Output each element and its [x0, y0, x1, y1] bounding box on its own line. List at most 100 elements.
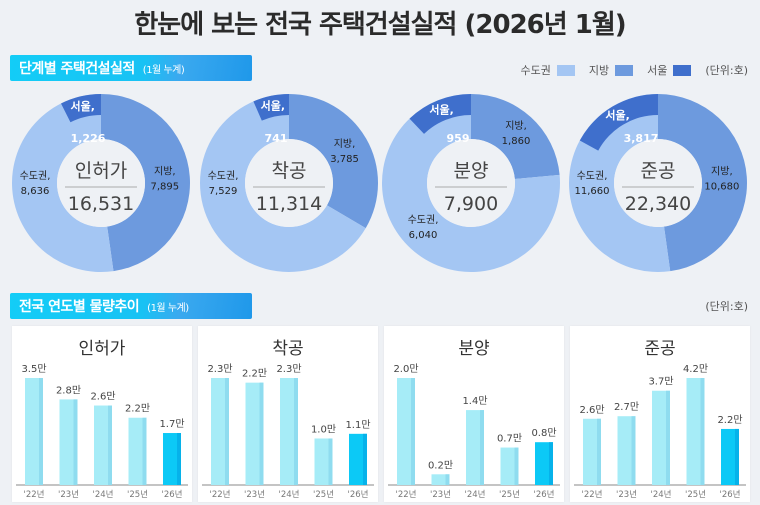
bar-shade	[549, 442, 553, 485]
donut-slice-local	[289, 94, 378, 229]
donut-legend: 수도권 지방 서울 (단위:호)	[520, 62, 748, 78]
donut-value-capital: 7,529	[209, 186, 238, 197]
bar-value-label: 2.6만	[579, 404, 604, 416]
donut-label-seoul: 서울,	[71, 99, 95, 113]
donut-hole	[427, 139, 515, 227]
bar-value-label: 0.2만	[428, 459, 453, 471]
bar-shade	[294, 378, 298, 485]
bar-shade	[631, 416, 636, 485]
donut-hole	[57, 139, 145, 227]
donut-title: 분양	[454, 160, 489, 182]
bar-panel-start: 착공 2.3만 '22년 2.2만 '23년 2.3만 '24년 1.0만 '25년 1.1만 '2…	[198, 326, 378, 502]
bar-panel-complete: 준공 2.6만 '22년 2.7만 '23년 3.7만 '24년 4.2만 '25년 2.2만 '2…	[570, 326, 750, 502]
x-tick-label: '26년	[720, 489, 741, 500]
bar-value-label: 2.3만	[276, 363, 301, 375]
bar-value-label: 1.1만	[345, 419, 370, 431]
donut-slice-seoul	[409, 94, 471, 134]
donut-slice-seoul	[61, 94, 101, 123]
section-subtitle: (1월 누계)	[147, 302, 189, 314]
bar	[686, 378, 705, 485]
donut-value-capital: 8,636	[21, 186, 50, 197]
x-tick-label: '22년	[210, 489, 231, 500]
bar-shade	[142, 417, 147, 485]
x-tick-label: '25년	[685, 489, 706, 500]
donut-slice-capital	[200, 94, 366, 272]
bar	[25, 378, 43, 485]
donut-slice-capital	[382, 94, 560, 272]
bar-shade	[666, 390, 670, 485]
donut-total: 11,314	[256, 193, 322, 215]
x-tick-label: '25년	[127, 489, 148, 500]
legend-label-seoul: 서울	[647, 64, 668, 77]
bar-shade	[480, 410, 484, 485]
x-tick-label: '22년	[396, 489, 417, 500]
bar-shade	[108, 405, 112, 485]
bar-shade	[177, 433, 181, 485]
bar-value-label: 2.2만	[717, 414, 742, 426]
bar-shade	[259, 382, 264, 485]
donut-value-seoul: 741	[265, 132, 288, 145]
donut-total: 22,340	[625, 193, 691, 215]
bar-value-label: 1.4만	[462, 395, 487, 407]
bar-shade	[225, 378, 229, 485]
bar-value-label: 2.8만	[56, 384, 81, 396]
bar-chart-title: 인허가	[79, 339, 126, 359]
bar-value-label: 0.8만	[531, 427, 556, 439]
x-tick-label: '23년	[430, 489, 451, 500]
bar-value-label: 2.3만	[207, 363, 232, 375]
bar-value-label: 3.7만	[648, 376, 673, 388]
donut-label-local: 지방,	[334, 138, 356, 150]
bar	[583, 418, 601, 485]
bar	[397, 378, 415, 485]
bar-chart-title: 준공	[644, 339, 675, 359]
donut-chart: 착공 11,314 지방, 3,785 수도권, 7,529 서울, 741	[200, 94, 378, 272]
bar-chart-title: 분양	[458, 339, 489, 359]
bar-shade	[735, 428, 739, 485]
bar-shade	[328, 438, 333, 485]
bar-shade	[700, 378, 705, 485]
donut-value-seoul: 3,817	[624, 132, 659, 145]
bar	[466, 410, 484, 485]
donut-label-capital: 수도권,	[577, 170, 608, 182]
donut-slice-local	[471, 94, 560, 179]
x-tick-label: '23년	[244, 489, 265, 500]
donut-label-local: 지방,	[154, 165, 176, 177]
bar-value-label: 1.0만	[311, 423, 336, 435]
unit-label: (단위:호)	[705, 300, 748, 313]
bar	[431, 474, 450, 485]
donut-label-capital: 수도권,	[20, 170, 51, 182]
x-tick-label: '23년	[58, 489, 79, 500]
x-tick-label: '24년	[279, 489, 300, 500]
section-subtitle: (1월 누계)	[142, 64, 185, 76]
donut-value-local: 3,785	[330, 154, 359, 165]
legend-swatch-local	[615, 64, 634, 76]
legend-swatch-capital	[556, 64, 575, 76]
bar	[280, 378, 298, 485]
donut-label-capital: 수도권,	[208, 170, 239, 182]
bar-shade	[411, 378, 415, 485]
bar-shade	[597, 418, 601, 485]
bar	[617, 416, 636, 485]
bar-shade	[73, 399, 78, 485]
bar-value-label: 2.6만	[90, 391, 115, 403]
x-tick-label: '26년	[348, 489, 369, 500]
x-tick-label: '24년	[651, 489, 672, 500]
donut-label-local: 지방,	[711, 166, 733, 178]
donut-chart: 준공 22,340 지방, 10,680 수도권, 11,660 서울, 3,817	[568, 94, 747, 272]
donut-slice-seoul	[579, 94, 658, 151]
donut-chart: 인허가 16,531 지방, 7,895 수도권, 8,636 서울, 1,226	[12, 94, 191, 272]
bar	[211, 378, 229, 485]
bar-value-label: 2.2만	[125, 403, 150, 415]
section-header-yearly: 전국 연도별 물량추이 (1월 누계)	[10, 293, 252, 319]
bar-shade	[445, 474, 450, 485]
bar-shade	[39, 378, 43, 485]
donut-label-capital: 수도권,	[408, 214, 439, 226]
bar-chart-title: 착공	[272, 339, 303, 359]
bar	[721, 428, 739, 485]
bar-value-label: 0.7만	[497, 433, 522, 445]
x-tick-label: '24년	[93, 489, 114, 500]
donut-value-local: 7,895	[151, 181, 180, 192]
donut-value-capital: 6,040	[409, 230, 438, 241]
donut-label-seoul: 서울,	[605, 108, 629, 122]
bar-value-label: 2.7만	[614, 401, 639, 413]
